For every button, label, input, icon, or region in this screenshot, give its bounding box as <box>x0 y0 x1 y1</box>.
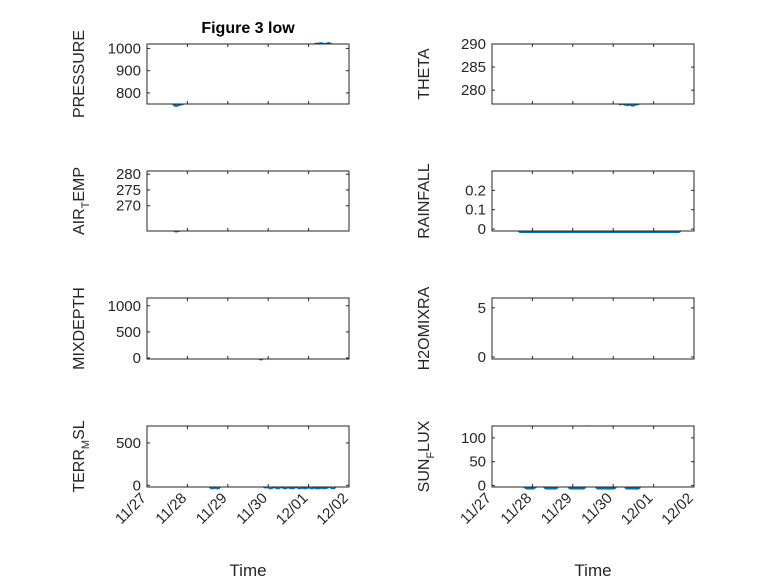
axes-box <box>146 297 350 360</box>
y-tick-label: 0.1 <box>465 202 486 219</box>
y-tick-label: 0 <box>133 350 141 367</box>
y-tick-label: 100 <box>461 430 486 447</box>
y-tick-label: 0 <box>478 221 486 238</box>
y-tick-label: 500 <box>116 435 141 452</box>
y-tick-label: 1000 <box>108 40 141 57</box>
axes-box <box>146 170 350 232</box>
x-tick-label: 11/28 <box>497 490 535 528</box>
axes-box <box>491 170 695 232</box>
y-tick-label: 270 <box>116 198 141 215</box>
y-axis-label: TERRMSL <box>71 420 92 492</box>
x-tick-label: 11/27 <box>457 490 495 528</box>
y-axis-label: AIRTEMP <box>71 167 92 235</box>
y-axis-label: MIXDEPTH <box>71 287 88 370</box>
subplot-8: 0 50 100 11/27 11/28 11/29 11/30 12/01 12/02 SUNF… <box>416 420 697 580</box>
y-tick-label: 0 <box>478 349 486 366</box>
axes-box <box>491 43 695 105</box>
y-tick-label: 5 <box>478 300 486 317</box>
y-axis-label: THETA <box>416 48 433 100</box>
y-tick-label: 0 <box>133 477 141 494</box>
x-tick-label: 12/01 <box>618 490 657 529</box>
chart-title: Figure 3 low <box>201 20 295 37</box>
y-tick-label: 280 <box>116 166 141 183</box>
subplot-4: 0 0.1 0.2 RAINFALL <box>416 163 695 239</box>
x-tick-label: 11/27 <box>112 490 150 528</box>
x-tick-label: 11/29 <box>538 490 576 528</box>
subplot-1: 800 900 1000 PRESSURE Figure 3 low <box>71 20 350 118</box>
y-tick-label: 0.2 <box>465 182 486 199</box>
x-tick-label: 11/30 <box>578 490 616 528</box>
subplot-6: 0 5 H2OMIXRA <box>416 286 695 370</box>
x-tick-label: 11/30 <box>233 490 271 528</box>
y-tick-label: 280 <box>461 82 486 99</box>
y-axis-label: SUNFLUX <box>416 420 437 492</box>
x-axis-label: Time <box>574 561 611 580</box>
x-tick-label: 12/02 <box>313 490 352 529</box>
y-axis-label: RAINFALL <box>416 163 433 239</box>
y-tick-label: 500 <box>116 324 141 341</box>
y-tick-label: 275 <box>116 182 141 199</box>
axes-box <box>491 425 695 488</box>
x-tick-label: 11/29 <box>193 490 231 528</box>
axes-box <box>491 297 695 360</box>
x-tick-label: 12/01 <box>273 490 312 529</box>
y-tick-label: 0 <box>478 478 486 495</box>
x-tick-label: 11/28 <box>152 490 190 528</box>
y-tick-label: 50 <box>469 454 486 471</box>
x-axis-label: Time <box>229 561 266 580</box>
axes-box <box>146 425 350 488</box>
y-axis-label: PRESSURE <box>71 30 88 118</box>
y-tick-label: 800 <box>116 85 141 102</box>
subplot-2: 280 285 290 THETA <box>416 36 695 107</box>
y-tick-label: 290 <box>461 36 486 53</box>
y-tick-label: 285 <box>461 59 486 76</box>
subplot-7: 0 500 11/27 11/28 11/29 11/30 12/01 12/02 TERRMS… <box>71 420 352 580</box>
x-tick-label: 12/02 <box>658 490 697 529</box>
y-axis-label: H2OMIXRA <box>416 286 433 370</box>
y-tick-label: 900 <box>116 63 141 80</box>
axes-box <box>146 43 350 105</box>
y-tick-label: 1000 <box>108 298 141 315</box>
subplot-5: 0 500 1000 MIXDEPTH <box>71 287 350 370</box>
